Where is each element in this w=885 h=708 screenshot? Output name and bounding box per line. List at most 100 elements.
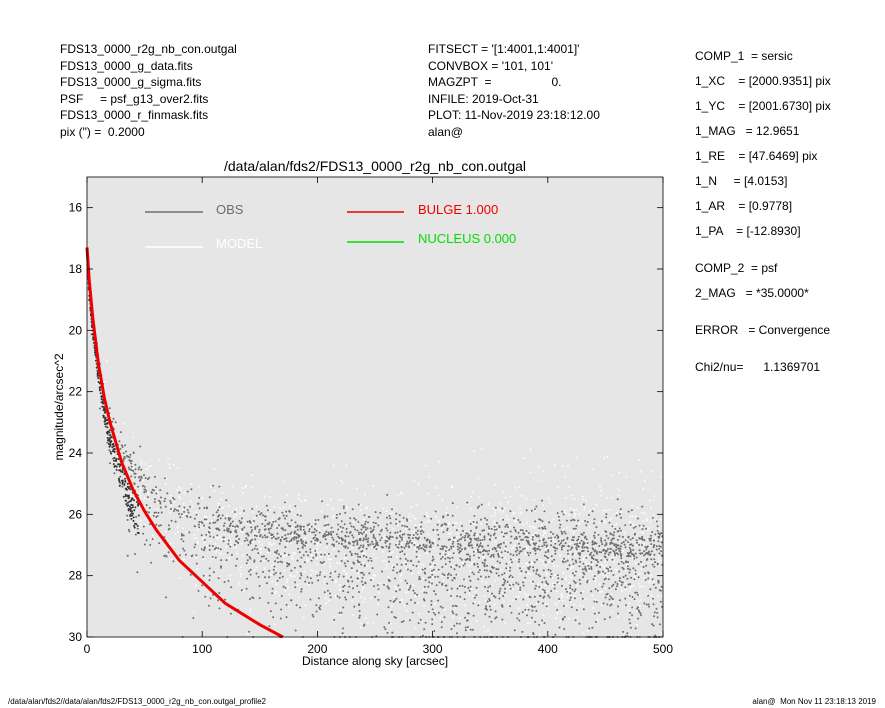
obs-point xyxy=(592,578,595,581)
obs-point xyxy=(303,561,306,564)
model-point xyxy=(591,594,594,597)
obs-point xyxy=(447,538,450,541)
obs-point xyxy=(208,604,210,607)
model-point xyxy=(638,605,641,608)
obs-point xyxy=(594,549,597,552)
obs-point xyxy=(477,537,480,540)
obs-point xyxy=(315,610,318,613)
obs-point xyxy=(595,620,597,623)
obs-point xyxy=(499,587,502,590)
obs-point xyxy=(518,619,521,622)
obs-point xyxy=(383,626,386,629)
obs-point xyxy=(412,534,415,536)
obs-point xyxy=(442,531,445,534)
obs-point xyxy=(593,534,596,537)
obs-point xyxy=(419,577,422,580)
model-point xyxy=(185,530,188,533)
model-point xyxy=(216,537,219,540)
obs-point xyxy=(97,377,100,380)
model-point xyxy=(250,474,253,477)
obs-point xyxy=(279,617,282,620)
model-point xyxy=(156,508,159,511)
obs-point xyxy=(140,475,143,478)
obs-point xyxy=(490,620,493,623)
model-point xyxy=(182,527,185,529)
model-point xyxy=(415,503,418,506)
model-point xyxy=(282,506,285,509)
obs-point xyxy=(406,525,409,528)
obs-point xyxy=(299,577,302,580)
obs-point xyxy=(515,598,517,601)
model-point xyxy=(423,604,425,607)
model-point xyxy=(334,581,337,583)
obs-point xyxy=(300,525,303,528)
obs-point xyxy=(204,595,207,598)
model-point xyxy=(291,532,294,535)
obs-point xyxy=(609,551,612,554)
obs-point xyxy=(617,553,619,556)
obs-point xyxy=(163,500,166,503)
obs-point xyxy=(600,539,603,542)
model-point xyxy=(521,494,523,497)
model-point xyxy=(396,521,399,523)
obs-point xyxy=(473,554,475,557)
obs-point xyxy=(290,569,293,572)
obs-point xyxy=(626,552,629,554)
obs-point xyxy=(108,431,111,434)
obs-point xyxy=(337,535,340,538)
obs-point xyxy=(629,622,632,625)
obs-point xyxy=(504,545,507,548)
model-point xyxy=(525,562,527,565)
obs-point xyxy=(542,602,544,605)
obs-point xyxy=(406,559,409,562)
obs-point xyxy=(197,502,199,505)
model-point xyxy=(310,574,312,577)
obs-point xyxy=(545,605,548,608)
obs-point xyxy=(330,533,333,536)
model-point xyxy=(422,564,425,567)
obs-point xyxy=(605,549,608,552)
obs-point xyxy=(128,500,131,503)
obs-point xyxy=(502,535,505,538)
obs-point xyxy=(469,628,472,631)
model-point xyxy=(290,509,293,511)
model-point xyxy=(144,463,147,465)
model-point xyxy=(542,470,545,472)
obs-point xyxy=(554,633,557,636)
obs-point xyxy=(415,531,418,534)
model-point xyxy=(594,579,597,582)
obs-point xyxy=(468,589,471,592)
model-point xyxy=(453,526,456,528)
obs-point xyxy=(641,537,644,540)
model-point xyxy=(625,476,628,478)
model-point xyxy=(619,573,622,576)
obs-point xyxy=(344,546,347,549)
model-point xyxy=(143,497,146,499)
obs-point xyxy=(608,598,611,601)
obs-point xyxy=(347,535,350,538)
obs-point xyxy=(149,523,152,526)
obs-point xyxy=(326,542,329,545)
obs-point xyxy=(466,557,469,560)
model-point xyxy=(400,572,403,575)
obs-point xyxy=(250,526,253,529)
obs-point xyxy=(550,544,553,547)
obs-point xyxy=(241,517,243,520)
obs-point xyxy=(364,582,367,585)
obs-point xyxy=(660,605,663,608)
obs-point xyxy=(289,532,292,535)
obs-point xyxy=(379,530,382,533)
obs-point xyxy=(604,549,607,552)
obs-point xyxy=(450,595,452,597)
obs-point xyxy=(404,579,407,582)
obs-point xyxy=(385,527,388,530)
obs-point xyxy=(624,597,627,600)
model-point xyxy=(147,493,150,496)
model-point xyxy=(240,575,243,578)
model-point xyxy=(441,499,444,502)
obs-point xyxy=(299,527,302,530)
obs-point xyxy=(503,591,506,594)
obs-point xyxy=(186,509,189,511)
model-point xyxy=(202,536,205,539)
model-point xyxy=(417,566,420,568)
